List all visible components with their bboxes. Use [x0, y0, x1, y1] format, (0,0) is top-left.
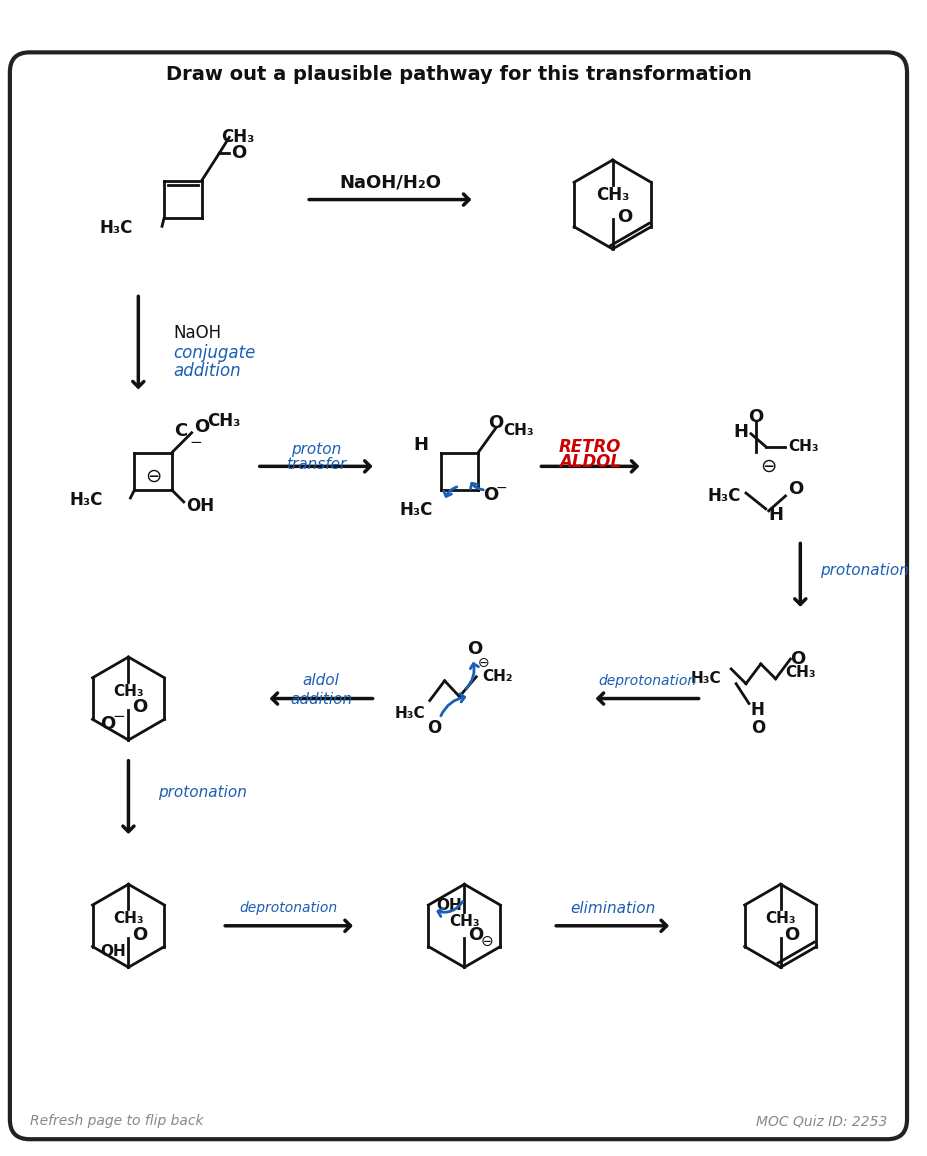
Text: −: −	[112, 709, 125, 724]
Text: OH: OH	[185, 497, 213, 514]
Text: CH₃: CH₃	[595, 186, 629, 203]
Text: O: O	[427, 719, 441, 738]
Text: H₃C: H₃C	[99, 220, 133, 237]
Text: C: C	[173, 422, 187, 439]
Text: H₃C: H₃C	[394, 706, 425, 721]
Text: O: O	[468, 926, 483, 943]
Text: O: O	[788, 480, 803, 498]
Text: O: O	[133, 926, 147, 943]
Text: CH₃: CH₃	[113, 684, 144, 699]
Text: proton: proton	[291, 442, 341, 457]
Text: O: O	[783, 926, 799, 943]
FancyBboxPatch shape	[10, 52, 906, 1139]
Text: ⊖: ⊖	[479, 934, 492, 949]
Text: O: O	[231, 144, 247, 162]
Text: aldol: aldol	[302, 673, 339, 688]
Text: NaOH/H₂O: NaOH/H₂O	[339, 173, 441, 192]
Text: O: O	[488, 414, 502, 432]
Text: addition: addition	[290, 692, 352, 707]
Text: Refresh page to flip back: Refresh page to flip back	[30, 1114, 203, 1128]
Text: O: O	[750, 719, 765, 738]
Text: O: O	[616, 208, 632, 227]
Text: OH: OH	[436, 897, 462, 912]
Text: O: O	[100, 716, 116, 733]
Text: CH₃: CH₃	[784, 666, 815, 681]
Text: O: O	[194, 417, 209, 436]
Text: ALDOL: ALDOL	[558, 453, 620, 472]
Text: protonation: protonation	[158, 785, 247, 800]
Text: CH₂: CH₂	[482, 669, 512, 684]
Text: H: H	[750, 702, 764, 719]
Text: protonation: protonation	[819, 563, 908, 578]
Text: CH₃: CH₃	[449, 914, 479, 929]
Text: MOC Quiz ID: 2253: MOC Quiz ID: 2253	[756, 1114, 886, 1128]
Text: ⊖: ⊖	[760, 457, 776, 476]
Text: OH: OH	[100, 944, 126, 959]
Text: O: O	[790, 650, 805, 668]
Text: NaOH: NaOH	[172, 324, 221, 342]
Text: CH₃: CH₃	[208, 412, 241, 430]
Text: H₃C: H₃C	[70, 491, 103, 509]
Text: ⊖: ⊖	[145, 467, 161, 486]
Text: ⊖: ⊖	[477, 655, 489, 670]
Text: O: O	[483, 486, 498, 504]
Text: O: O	[466, 640, 481, 658]
Text: H: H	[413, 436, 428, 453]
Text: O: O	[747, 408, 763, 425]
Text: CH₃: CH₃	[221, 128, 254, 147]
Text: CH₃: CH₃	[765, 911, 795, 926]
Text: deprotonation: deprotonation	[239, 901, 337, 916]
Text: addition: addition	[172, 362, 240, 379]
Text: CH₃: CH₃	[113, 911, 144, 926]
Text: H: H	[768, 506, 783, 524]
Text: RETRO: RETRO	[558, 438, 620, 455]
Text: elimination: elimination	[569, 901, 654, 916]
Text: O: O	[133, 698, 147, 717]
Text: conjugate: conjugate	[172, 343, 255, 362]
Text: −: −	[495, 481, 507, 495]
Text: transfer: transfer	[286, 457, 346, 472]
Text: H₃C: H₃C	[707, 487, 741, 505]
Text: H: H	[732, 423, 748, 440]
Text: CH₃: CH₃	[502, 423, 533, 438]
Text: deprotonation: deprotonation	[598, 674, 695, 688]
Text: Draw out a plausible pathway for this transformation: Draw out a plausible pathway for this tr…	[165, 65, 751, 83]
Text: H₃C: H₃C	[399, 501, 432, 519]
Text: CH₃: CH₃	[788, 439, 819, 454]
Text: H₃C: H₃C	[690, 672, 720, 687]
Text: −: −	[189, 435, 202, 450]
